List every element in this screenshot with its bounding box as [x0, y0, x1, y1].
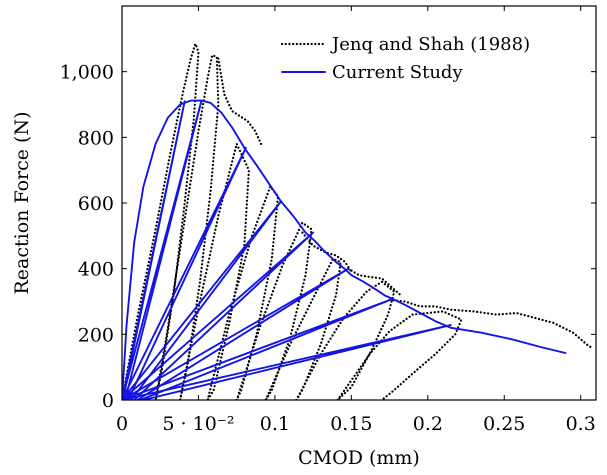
- current-study-curve-6: [122, 267, 350, 400]
- series-current-study: [122, 99, 567, 400]
- jenq-shah-curve-7: [301, 231, 353, 273]
- x-tick-label: 0.25: [483, 413, 525, 435]
- x-tick-label: 5 · 10⁻²: [162, 413, 234, 435]
- y-tick-label: 1,000: [60, 62, 114, 84]
- jenq-shah-curve-2: [217, 57, 263, 145]
- current-study-curve-4: [122, 200, 282, 400]
- tick-labels: 0 5 · 10⁻² 0.1 0.15 0.2 0.25 0.3 0 200 400 600 800 1…: [60, 62, 596, 435]
- legend-label-current-study: Current Study: [332, 62, 463, 83]
- jenq-shah-curve-11: [388, 298, 594, 350]
- legend-label-jenq-shah: Jenq and Shah (1988): [330, 34, 530, 55]
- x-tick-label: 0.2: [413, 413, 443, 435]
- current-study-curve-8: [122, 324, 452, 400]
- legend: Jenq and Shah (1988) Current Study: [280, 34, 530, 83]
- y-tick-label: 0: [102, 390, 114, 412]
- axis-ticks: [121, 6, 596, 401]
- x-tick-label: 0.1: [260, 413, 290, 435]
- plot-area: [122, 42, 594, 400]
- y-tick-label: 200: [78, 324, 114, 346]
- jenq-shah-curve-10: [336, 310, 463, 400]
- x-axis-label: CMOD (mm): [298, 447, 420, 469]
- y-tick-label: 600: [78, 193, 114, 215]
- y-tick-label: 400: [78, 259, 114, 281]
- jenq-shah-curve-0: [122, 42, 200, 400]
- x-tick-label: 0: [116, 413, 128, 435]
- jenq-shah-curve-1: [154, 54, 220, 400]
- current-study-curve-2: [122, 99, 203, 400]
- current-study-curve-1: [122, 100, 186, 400]
- y-axis-label: Reaction Force (N): [11, 112, 33, 295]
- jenq-shah-curve-6: [264, 257, 342, 400]
- current-study-curve-5: [122, 231, 315, 400]
- jenq-shah-curve-9: [347, 267, 402, 296]
- x-tick-label: 0.3: [566, 413, 596, 435]
- jenq-shah-curve-8: [295, 280, 396, 400]
- x-tick-label: 0.15: [330, 413, 372, 435]
- current-study-curve-3: [122, 146, 247, 400]
- y-tick-label: 800: [78, 127, 114, 149]
- current-study-curve-7: [122, 297, 394, 400]
